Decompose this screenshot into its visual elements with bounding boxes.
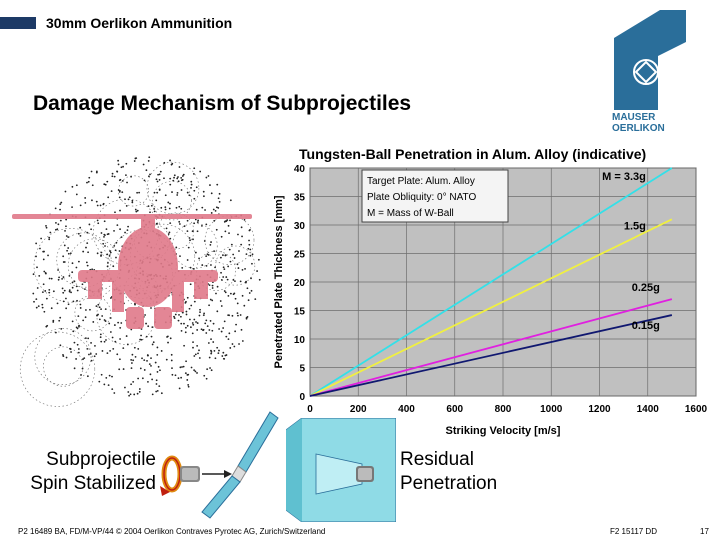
series-label: 1.5g [624, 220, 646, 232]
y-tick-label: 25 [294, 250, 306, 261]
y-tick-label: 10 [294, 335, 306, 346]
subprojectile-label-line1: Subprojectile [46, 449, 156, 470]
header-title: 30mm Oerlikon Ammunition [46, 15, 233, 31]
mauser-oerlikon-logo [614, 10, 686, 110]
x-axis-label: Striking Velocity [m/s] [446, 425, 561, 437]
footer-copyright: P2 16489 BA, FD/M-VP/44 © 2004 Oerlikon … [18, 527, 326, 536]
series-line [309, 218, 673, 397]
x-tick-label: 0 [307, 404, 313, 415]
residual-label-line2: Penetration [400, 473, 498, 494]
y-tick-label: 20 [294, 278, 306, 289]
series-line [309, 314, 673, 397]
y-tick-label: 0 [299, 392, 305, 403]
penetration-chart: 0 200 400 600 800 1000 1200 1400 1600 0 5 10 15 20 25… [273, 164, 708, 437]
x-tick-label: 400 [398, 404, 415, 415]
logo-line2: OERLIKON [612, 123, 665, 134]
residual-label-line1: Residual [400, 449, 474, 470]
header-accent-bar [0, 17, 36, 29]
y-tick-label: 5 [299, 364, 305, 375]
chart-title: Tungsten-Ball Penetration in Alum. Alloy… [299, 146, 647, 162]
series-label: 0.25g [632, 282, 660, 294]
legend-box [361, 169, 509, 223]
series-label: M = 3.3g [602, 171, 646, 183]
series-label: 0.15g [632, 320, 660, 332]
spin-stabilized-subprojectile-illustration [160, 455, 232, 496]
y-tick-label: 35 [294, 193, 306, 204]
y-tick-label: 30 [294, 221, 306, 232]
y-tick-label: 40 [294, 164, 306, 175]
x-tick-label: 1000 [540, 404, 563, 415]
x-tick-label: 1200 [588, 404, 611, 415]
x-tick-label: 800 [495, 404, 512, 415]
footer-page-number: 17 [700, 527, 709, 536]
penetrator-rod-illustration [201, 411, 279, 519]
legend-line: Target Plate: Alum. Alloy [367, 176, 475, 187]
helicopter-fragment-pattern-illustration [12, 156, 261, 407]
logo-line1: MAUSER [612, 112, 656, 123]
y-axis-label: Penetrated Plate Thickness [mm] [273, 195, 285, 368]
footer-doc-id: F2 15117 DD [610, 527, 657, 536]
y-tick-label: 15 [294, 307, 306, 318]
x-tick-label: 1600 [685, 404, 708, 415]
logo-text: MAUSER OERLIKON [612, 112, 665, 134]
x-tick-label: 200 [350, 404, 367, 415]
subprojectile-label-line2: Spin Stabilized [30, 473, 156, 494]
series-line [309, 298, 673, 397]
x-tick-label: 1400 [637, 404, 660, 415]
legend-line: Plate Obliquity: 0° NATO [367, 192, 476, 203]
slide-title: Damage Mechanism of Subprojectiles [33, 92, 412, 115]
legend-line: M = Mass of W-Ball [367, 208, 454, 219]
x-tick-label: 600 [446, 404, 463, 415]
residual-penetration-plate-illustration [286, 418, 396, 522]
subprojectile-label: Subprojectile Spin Stabilized [18, 448, 156, 496]
residual-penetration-label: Residual Penetration [400, 448, 497, 496]
series-line [309, 167, 673, 397]
